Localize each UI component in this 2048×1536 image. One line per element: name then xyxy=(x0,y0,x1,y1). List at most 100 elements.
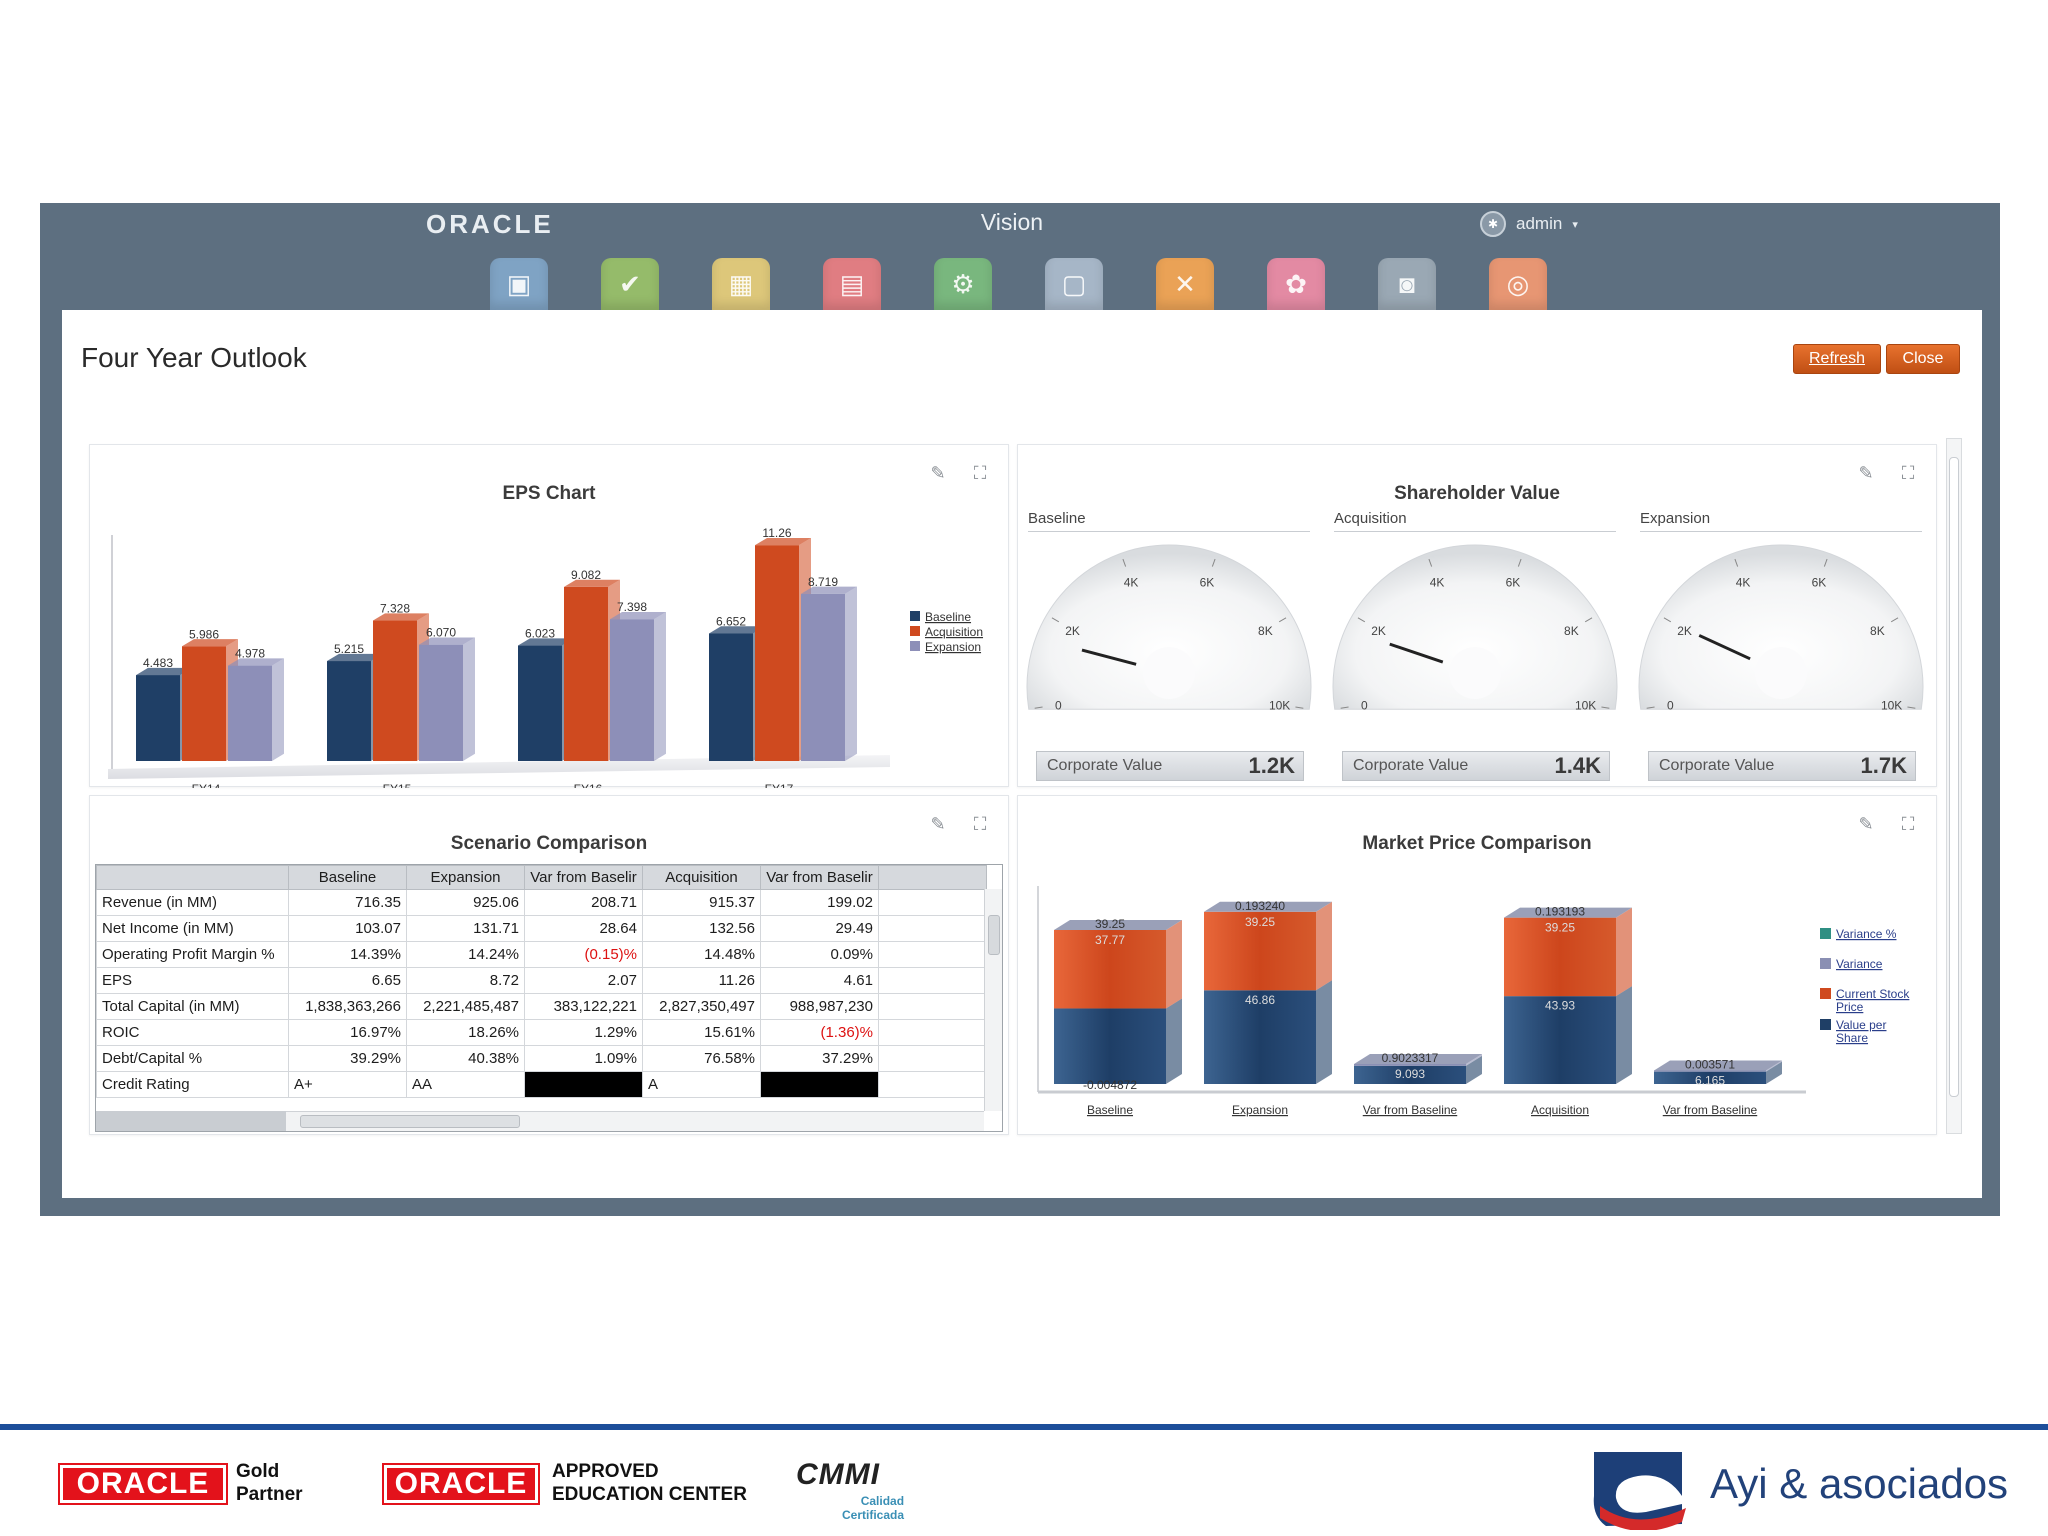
data-icon[interactable]: ▦ xyxy=(712,258,770,310)
table-cell[interactable]: 383,122,221 xyxy=(524,993,643,1020)
rules-icon[interactable]: ⚙ xyxy=(934,258,992,310)
table-cell[interactable]: 208.71 xyxy=(524,889,643,916)
scroll-thumb[interactable] xyxy=(988,915,1000,955)
table-cell-empty xyxy=(878,1019,987,1046)
table-cell[interactable]: 2.07 xyxy=(524,967,643,994)
edit-icon[interactable]: ✎ xyxy=(930,813,946,834)
bar-acquisition xyxy=(755,545,799,761)
table-cell[interactable]: 18.26% xyxy=(406,1019,525,1046)
table-cell[interactable]: 2,827,350,497 xyxy=(642,993,761,1020)
row-label: Debt/Capital % xyxy=(96,1045,289,1072)
table-cell[interactable]: 103.07 xyxy=(288,915,407,942)
table-cell[interactable]: 40.38% xyxy=(406,1045,525,1072)
column-header[interactable]: Baseline xyxy=(288,865,407,890)
corporate-value-box: Corporate Value 1.4K xyxy=(1342,751,1610,781)
column-header[interactable]: Acquisition xyxy=(642,865,761,890)
column-header[interactable]: Var from Baselir xyxy=(524,865,643,890)
documents-icon[interactable]: ▢ xyxy=(1045,258,1103,310)
maximize-icon[interactable]: ⛶ xyxy=(973,462,987,483)
table-cell[interactable]: 4.61 xyxy=(760,967,879,994)
stack-side xyxy=(1466,1054,1482,1066)
table-cell[interactable]: 14.48% xyxy=(642,941,761,968)
table-cell[interactable]: 199.02 xyxy=(760,889,879,916)
scroll-thumb[interactable] xyxy=(300,1115,520,1128)
table-cell[interactable]: 132.56 xyxy=(642,915,761,942)
table-cell[interactable]: 76.58% xyxy=(642,1045,761,1072)
gauge-tick-label: 8K xyxy=(1258,624,1273,638)
table-cell[interactable]: 37.29% xyxy=(760,1045,879,1072)
table-cell[interactable]: 8.72 xyxy=(406,967,525,994)
table-cell-empty xyxy=(878,993,987,1020)
gauge-tick xyxy=(1907,706,1916,709)
gauge-tick xyxy=(1051,617,1060,623)
gauge-tick-label: 6K xyxy=(1200,576,1215,590)
table-cell[interactable]: 39.29% xyxy=(288,1045,407,1072)
gauge-needle xyxy=(1081,648,1137,666)
corporate-value-number: 1.2K xyxy=(1248,753,1295,778)
settings-icon[interactable]: ✿ xyxy=(1267,258,1325,310)
navigator-icon[interactable]: ◎ xyxy=(1489,258,1547,310)
data-label: 5.215 xyxy=(334,642,364,656)
scroll-thumb[interactable] xyxy=(1949,457,1959,1097)
table-cell[interactable]: 131.71 xyxy=(406,915,525,942)
table-cell[interactable]: (1.36)% xyxy=(760,1019,879,1046)
market-price-chart: 39.25 37.77 -0.004872 Baseline 0.193240 39.25… xyxy=(1037,886,1910,1117)
table-cell[interactable]: 915.37 xyxy=(642,889,761,916)
table-cell[interactable]: 2,221,485,487 xyxy=(406,993,525,1020)
table-cell[interactable]: 11.26 xyxy=(642,967,761,994)
panel-scrollbar[interactable] xyxy=(1946,438,1962,1134)
table-vertical-scrollbar[interactable] xyxy=(984,889,1002,1111)
table-cell[interactable]: 925.06 xyxy=(406,889,525,916)
table-cell[interactable]: 29.49 xyxy=(760,915,879,942)
table-cell[interactable]: 1.09% xyxy=(524,1045,643,1072)
column-header[interactable] xyxy=(96,865,289,890)
maximize-icon[interactable]: ⛶ xyxy=(973,813,987,834)
table-cell[interactable]: 6.65 xyxy=(288,967,407,994)
table-cell[interactable]: 16.97% xyxy=(288,1019,407,1046)
gauge-tick-label: 8K xyxy=(1870,624,1885,638)
tools-icon[interactable]: ✕ xyxy=(1156,258,1214,310)
table-cell[interactable]: 0.09% xyxy=(760,941,879,968)
table-cell[interactable]: 14.24% xyxy=(406,941,525,968)
eps-chart-card: EPS Chart ✎ ⛶ 4.483 5.986 4.978 FY14 5.215 7.… xyxy=(89,444,1009,788)
edit-icon[interactable]: ✎ xyxy=(1858,462,1874,483)
bar-side xyxy=(845,586,857,761)
column-header[interactable]: Expansion xyxy=(406,865,525,890)
dashboard-icon[interactable]: ▣ xyxy=(490,258,548,310)
table-cell[interactable]: 988,987,230 xyxy=(760,993,879,1020)
accessibility-icon[interactable]: ✱ xyxy=(1480,211,1506,237)
table-cell[interactable]: AA xyxy=(406,1071,525,1098)
table-cell[interactable]: A+ xyxy=(288,1071,407,1098)
maximize-icon[interactable]: ⛶ xyxy=(1901,462,1915,483)
education-center-text: APPROVED EDUCATION CENTER xyxy=(552,1460,747,1506)
row-label: EPS xyxy=(96,967,289,994)
table-cell[interactable]: A xyxy=(642,1071,761,1098)
table-cell[interactable] xyxy=(524,1071,643,1098)
table-cell[interactable]: 1,838,363,266 xyxy=(288,993,407,1020)
table-cell[interactable]: 1.29% xyxy=(524,1019,643,1046)
table-cell[interactable]: 14.39% xyxy=(288,941,407,968)
library-icon[interactable]: ◙ xyxy=(1378,258,1436,310)
gauge-tick-label: 10K xyxy=(1269,699,1290,713)
stack-top xyxy=(1354,1054,1482,1065)
close-button[interactable]: Close xyxy=(1886,344,1960,374)
category-label: FY17 xyxy=(765,782,794,788)
maximize-icon[interactable]: ⛶ xyxy=(1901,813,1915,834)
table-horizontal-scrollbar[interactable] xyxy=(286,1111,984,1131)
table-cell[interactable] xyxy=(760,1071,879,1098)
bar-top xyxy=(801,586,857,594)
table-cell[interactable]: (0.15)% xyxy=(524,941,643,968)
column-header[interactable]: Var from Baselir xyxy=(760,865,879,890)
edit-icon[interactable]: ✎ xyxy=(930,462,946,483)
tasks-icon[interactable]: ✔ xyxy=(601,258,659,310)
table-cell[interactable]: 716.35 xyxy=(288,889,407,916)
cmmi-logo: CMMI xyxy=(796,1458,880,1491)
edit-icon[interactable]: ✎ xyxy=(1858,813,1874,834)
reports-icon[interactable]: ▤ xyxy=(823,258,881,310)
table-cell[interactable]: 15.61% xyxy=(642,1019,761,1046)
table-cell[interactable]: 28.64 xyxy=(524,915,643,942)
user-menu[interactable]: ✱ admin ▾ xyxy=(1480,211,1578,237)
stack-side xyxy=(1316,901,1332,991)
refresh-button[interactable]: Refresh xyxy=(1793,344,1881,374)
user-name[interactable]: admin xyxy=(1516,214,1563,233)
